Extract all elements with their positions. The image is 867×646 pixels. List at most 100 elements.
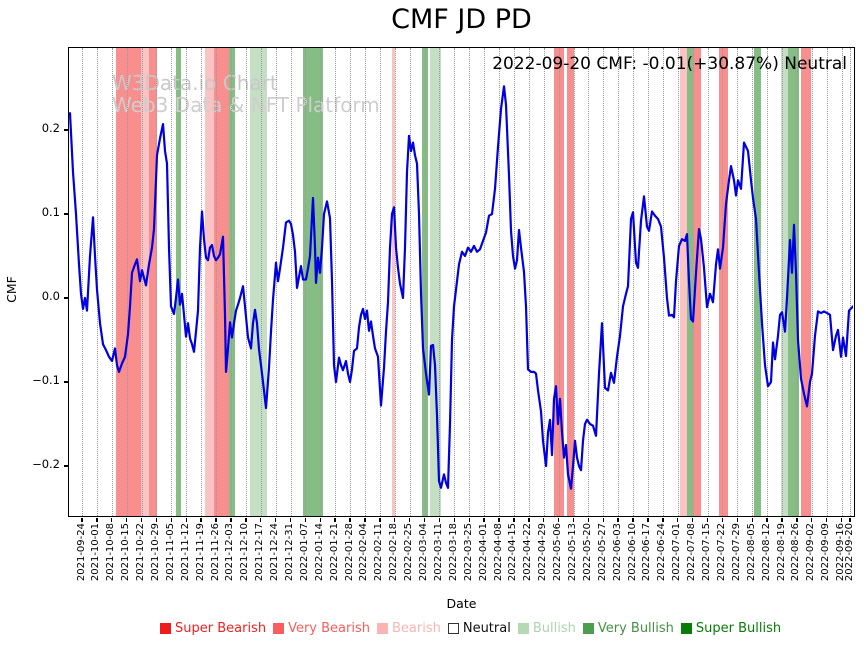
y-tick-mark bbox=[64, 297, 68, 299]
gridline bbox=[558, 48, 560, 516]
signal-band-very_bearish bbox=[567, 48, 574, 516]
legend-swatch bbox=[447, 623, 459, 634]
x-tick-label: 2021-10-01 bbox=[90, 523, 102, 582]
signal-band-very_bearish bbox=[693, 48, 701, 516]
x-tick-mark bbox=[766, 518, 768, 522]
gridline bbox=[186, 48, 188, 516]
cmf-line-path bbox=[69, 85, 853, 490]
legend-label: Bullish bbox=[532, 621, 576, 636]
x-tick-label: 2021-12-10 bbox=[239, 523, 251, 582]
gridline bbox=[603, 48, 605, 516]
x-tick-label: 2022-05-13 bbox=[567, 523, 578, 582]
x-tick-mark bbox=[289, 518, 292, 522]
signal-band-very_bearish bbox=[149, 48, 157, 516]
gridline bbox=[350, 48, 352, 516]
x-tick-mark bbox=[483, 518, 485, 522]
x-tick-label: 2022-06-24 bbox=[656, 523, 668, 582]
gridline bbox=[722, 48, 724, 516]
x-tick-mark bbox=[111, 518, 113, 522]
signal-band-very_bearish bbox=[214, 48, 229, 516]
gridline bbox=[588, 48, 590, 516]
legend-label: Super Bullish bbox=[695, 621, 782, 636]
signal-band-bearish bbox=[680, 48, 687, 516]
x-tick-label: 2022-02-25 bbox=[403, 523, 415, 582]
x-tick-label: 2021-10-15 bbox=[120, 523, 132, 582]
y-tick-mark bbox=[64, 213, 68, 215]
legend-label: Super Bearish bbox=[175, 621, 267, 636]
gridline bbox=[260, 48, 262, 516]
gridline bbox=[850, 48, 851, 516]
gridline bbox=[469, 48, 471, 516]
legend-item-bearish: Bearish bbox=[376, 621, 441, 636]
gridline bbox=[796, 48, 798, 516]
x-tick-mark bbox=[334, 518, 336, 522]
x-tick-label: 2022-01-21 bbox=[328, 523, 340, 582]
x-tick-mark bbox=[826, 518, 828, 522]
x-tick-mark bbox=[200, 518, 202, 522]
x-tick-mark bbox=[423, 518, 426, 522]
signal-band-very_bearish bbox=[719, 48, 728, 516]
x-tick-label: 2022-09-02 bbox=[805, 523, 817, 582]
legend-item-neutral: Neutral bbox=[447, 621, 511, 636]
signal-band-very_bearish bbox=[116, 48, 141, 516]
x-tick-label: 2021-10-22 bbox=[135, 523, 147, 582]
gridline bbox=[275, 48, 277, 516]
x-tick-mark bbox=[304, 518, 307, 522]
x-tick-label: 2022-05-20 bbox=[581, 523, 593, 582]
x-tick-label: 2022-08-26 bbox=[790, 523, 802, 582]
signal-band-bullish bbox=[781, 48, 788, 516]
legend-label: Neutral bbox=[462, 621, 511, 636]
gridline bbox=[618, 48, 620, 516]
x-tick-mark bbox=[587, 518, 590, 522]
gridline bbox=[141, 48, 143, 516]
x-tick-mark bbox=[155, 518, 158, 522]
x-tick-mark bbox=[677, 518, 679, 522]
gridline bbox=[394, 48, 396, 516]
x-tick-label: 2021-10-29 bbox=[149, 523, 161, 582]
x-tick-label: 2021-12-17 bbox=[254, 523, 266, 582]
x-tick-mark bbox=[394, 518, 396, 522]
gridline bbox=[484, 48, 486, 516]
x-tick-mark bbox=[736, 518, 739, 522]
gridline bbox=[811, 48, 813, 516]
gridline bbox=[707, 48, 709, 516]
gridline bbox=[82, 48, 83, 516]
gridline bbox=[573, 48, 575, 516]
x-tick-mark bbox=[543, 518, 545, 522]
x-tick-label: 2021-11-05 bbox=[164, 523, 176, 582]
x-tick-mark bbox=[96, 518, 98, 522]
x-tick-mark bbox=[691, 518, 694, 522]
y-tick-mark bbox=[64, 129, 68, 131]
x-tick-label: 2022-01-28 bbox=[343, 523, 355, 582]
legend-swatch bbox=[160, 623, 171, 634]
gridline bbox=[647, 48, 649, 516]
gridline bbox=[379, 48, 381, 516]
x-tick-label: 2021-09-24 bbox=[75, 523, 87, 582]
signal-band-bearish bbox=[392, 48, 395, 516]
x-tick-mark bbox=[513, 518, 515, 522]
legend-item-bullish: Bullish bbox=[517, 621, 576, 636]
x-tick-mark bbox=[557, 518, 560, 522]
x-tick-label: 2022-09-09 bbox=[820, 523, 832, 582]
x-tick-mark bbox=[408, 518, 411, 522]
legend-item-very-bullish: Very Bullish bbox=[582, 621, 674, 636]
signal-band-very_bullish bbox=[754, 48, 761, 516]
gridline bbox=[290, 48, 292, 516]
x-tick-label: 2022-06-03 bbox=[611, 523, 623, 582]
signal-band-bearish bbox=[205, 48, 214, 516]
gridline bbox=[513, 48, 515, 516]
x-tick-mark bbox=[602, 518, 604, 522]
gridline bbox=[156, 48, 158, 516]
gridline bbox=[677, 48, 679, 516]
x-tick-mark bbox=[185, 518, 187, 522]
chart-title: CMF JD PD bbox=[391, 4, 532, 35]
gridline bbox=[126, 48, 128, 516]
gridline bbox=[528, 48, 530, 516]
x-tick-label: 2021-11-19 bbox=[194, 523, 206, 582]
x-tick-mark bbox=[796, 518, 798, 522]
legend-label: Bearish bbox=[391, 621, 441, 636]
x-tick-label: 2022-05-27 bbox=[596, 523, 608, 582]
gridline bbox=[201, 48, 203, 516]
x-tick-mark bbox=[349, 518, 351, 522]
x-tick-label: 2022-08-05 bbox=[745, 523, 757, 582]
